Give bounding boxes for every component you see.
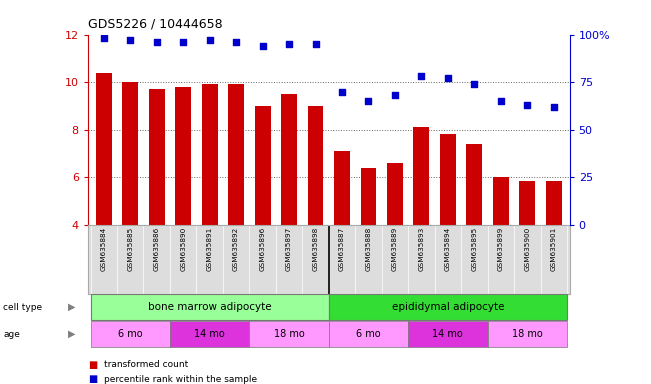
Text: GSM635888: GSM635888 <box>365 227 372 271</box>
Text: GDS5226 / 10444658: GDS5226 / 10444658 <box>88 18 223 31</box>
Bar <box>122 82 138 225</box>
Bar <box>361 168 376 225</box>
FancyBboxPatch shape <box>90 294 329 320</box>
Bar <box>466 144 482 225</box>
Point <box>443 75 453 81</box>
Point <box>284 41 294 47</box>
Text: GSM635899: GSM635899 <box>498 227 504 271</box>
Point <box>125 37 135 43</box>
Text: 18 mo: 18 mo <box>512 329 543 339</box>
Text: epididymal adipocyte: epididymal adipocyte <box>392 302 504 312</box>
Text: GSM635897: GSM635897 <box>286 227 292 271</box>
Text: age: age <box>3 329 20 339</box>
FancyBboxPatch shape <box>488 321 567 347</box>
Bar <box>413 127 430 225</box>
Text: GSM635892: GSM635892 <box>233 227 239 271</box>
Bar <box>281 94 297 225</box>
FancyBboxPatch shape <box>90 321 170 347</box>
Bar <box>96 73 112 225</box>
Point <box>522 102 533 108</box>
Point <box>98 35 109 41</box>
Text: ■: ■ <box>88 374 97 384</box>
Bar <box>546 181 562 225</box>
FancyBboxPatch shape <box>329 321 408 347</box>
Point <box>152 39 162 45</box>
Bar <box>519 181 535 225</box>
Text: GSM635894: GSM635894 <box>445 227 451 271</box>
Text: 14 mo: 14 mo <box>194 329 225 339</box>
Bar <box>387 163 403 225</box>
FancyBboxPatch shape <box>329 294 567 320</box>
Text: cell type: cell type <box>3 303 42 312</box>
Bar <box>255 106 271 225</box>
Bar <box>334 151 350 225</box>
Point <box>337 89 347 95</box>
Text: GSM635887: GSM635887 <box>339 227 345 271</box>
Point <box>390 92 400 98</box>
Text: GSM635895: GSM635895 <box>471 227 477 271</box>
Text: ■: ■ <box>88 360 97 370</box>
Text: GSM635889: GSM635889 <box>392 227 398 271</box>
Point <box>549 104 559 110</box>
Bar <box>493 177 508 225</box>
Text: percentile rank within the sample: percentile rank within the sample <box>104 374 257 384</box>
Text: GSM635885: GSM635885 <box>127 227 133 271</box>
FancyBboxPatch shape <box>408 321 488 347</box>
Point <box>178 39 188 45</box>
Point <box>231 39 242 45</box>
Point <box>204 37 215 43</box>
Text: GSM635886: GSM635886 <box>154 227 159 271</box>
Text: GSM635893: GSM635893 <box>419 227 424 271</box>
Text: 6 mo: 6 mo <box>118 329 143 339</box>
Bar <box>228 84 244 225</box>
Bar <box>307 106 324 225</box>
Text: GSM635898: GSM635898 <box>312 227 318 271</box>
Text: 18 mo: 18 mo <box>273 329 305 339</box>
Point <box>311 41 321 47</box>
Bar <box>440 134 456 225</box>
Bar <box>175 87 191 225</box>
Bar <box>149 89 165 225</box>
Point <box>363 98 374 104</box>
Point <box>469 81 480 87</box>
Text: GSM635884: GSM635884 <box>101 227 107 271</box>
Text: 14 mo: 14 mo <box>432 329 464 339</box>
Text: GSM635900: GSM635900 <box>524 227 531 271</box>
Text: GSM635890: GSM635890 <box>180 227 186 271</box>
Text: GSM635891: GSM635891 <box>206 227 213 271</box>
Point <box>495 98 506 104</box>
FancyBboxPatch shape <box>170 321 249 347</box>
Point <box>257 43 268 49</box>
Text: ▶: ▶ <box>68 329 76 339</box>
Text: GSM635896: GSM635896 <box>260 227 266 271</box>
Text: bone marrow adipocyte: bone marrow adipocyte <box>148 302 271 312</box>
Bar <box>202 84 217 225</box>
Text: ▶: ▶ <box>68 302 76 312</box>
Text: 6 mo: 6 mo <box>356 329 381 339</box>
FancyBboxPatch shape <box>249 321 329 347</box>
Point <box>416 73 426 79</box>
Text: transformed count: transformed count <box>104 360 188 369</box>
Text: GSM635901: GSM635901 <box>551 227 557 271</box>
